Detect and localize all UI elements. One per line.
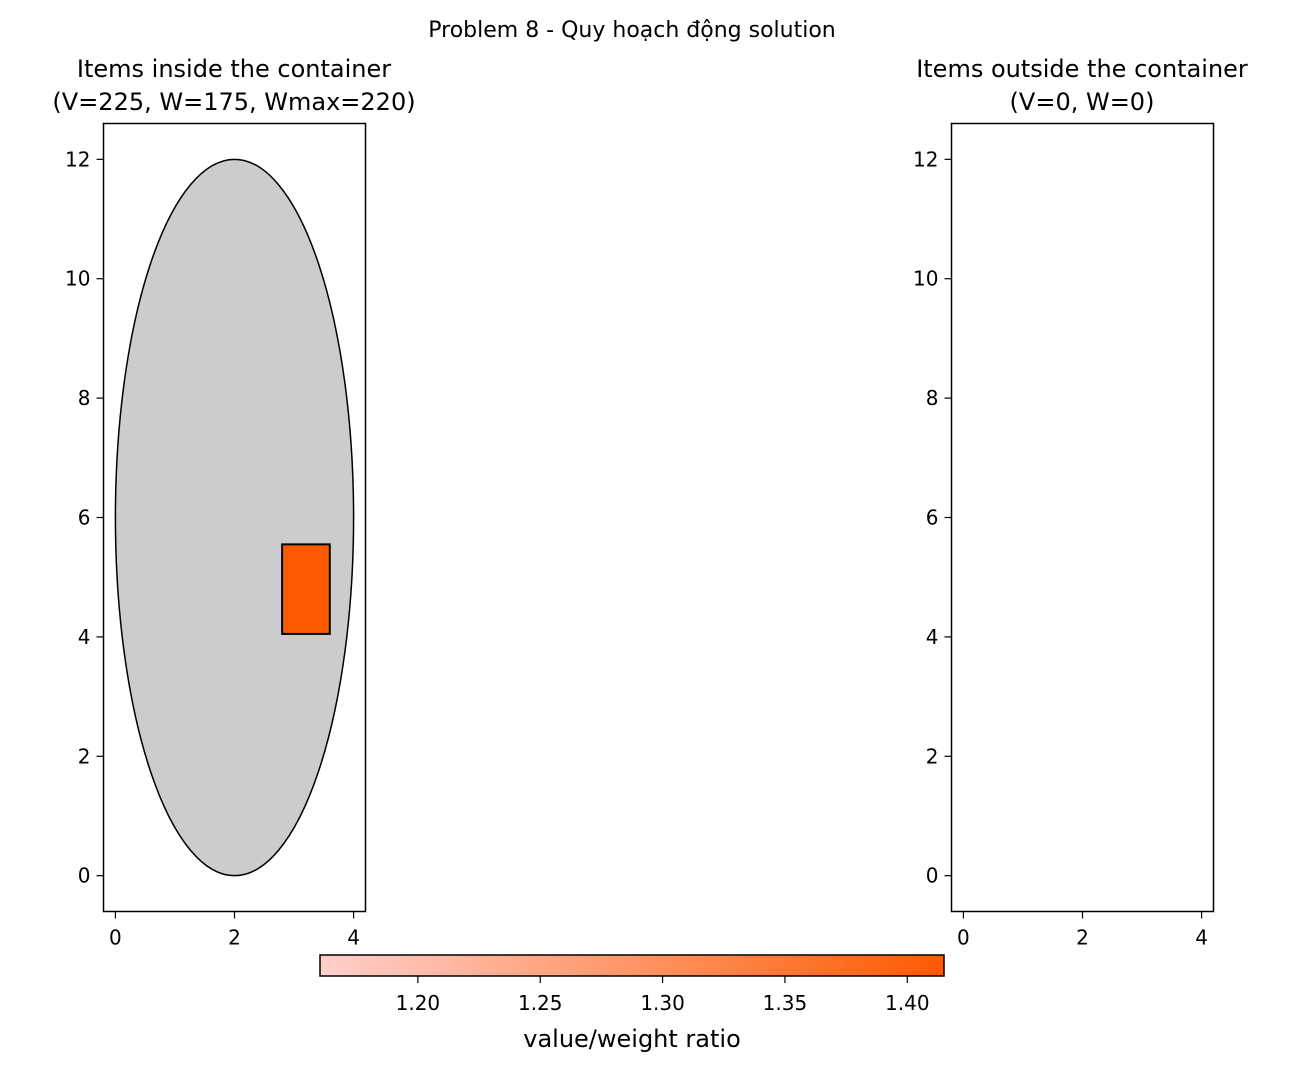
colorbar-tick-label: 1.35 bbox=[763, 991, 808, 1015]
panel-inside-x-axis: 0 2 4 bbox=[109, 911, 360, 950]
colorbar-ticks: 1.20 1.25 1.30 1.35 1.40 bbox=[396, 976, 930, 1015]
x-tick-label: 0 bbox=[957, 926, 970, 950]
item-rect bbox=[281, 543, 331, 635]
x-tick-label: 2 bbox=[1076, 926, 1089, 950]
y-tick-label: 8 bbox=[78, 386, 91, 410]
y-tick-label: 6 bbox=[78, 506, 91, 530]
container-ellipse bbox=[114, 158, 355, 877]
panel-outside-y-axis: 0 2 4 6 8 10 12 bbox=[913, 147, 952, 888]
colorbar-label: value/weight ratio bbox=[523, 1025, 741, 1053]
y-tick-label: 4 bbox=[78, 625, 91, 649]
colorbar-tick-label: 1.25 bbox=[518, 991, 563, 1015]
x-tick-label: 4 bbox=[347, 926, 360, 950]
colorbar-gradient bbox=[319, 954, 945, 977]
y-tick-label: 4 bbox=[926, 625, 939, 649]
panel-inside-y-axis: 0 2 4 6 8 10 12 bbox=[65, 147, 104, 888]
panel-inside: Items inside the container (V=225, W=175… bbox=[52, 55, 415, 950]
x-tick-label: 2 bbox=[228, 926, 241, 950]
panel-outside-frame bbox=[950, 122, 1215, 913]
colorbar-tick-label: 1.40 bbox=[885, 991, 930, 1015]
y-tick-label: 8 bbox=[926, 386, 939, 410]
y-tick-label: 10 bbox=[65, 267, 90, 291]
x-tick-label: 0 bbox=[109, 926, 122, 950]
y-tick-label: 2 bbox=[78, 744, 91, 768]
y-tick-label: 6 bbox=[926, 506, 939, 530]
panel-outside: Items outside the container (V=0, W=0) 0… bbox=[913, 55, 1248, 950]
panel-outside-title-line1: Items outside the container bbox=[916, 55, 1248, 83]
y-tick-label: 12 bbox=[65, 147, 90, 171]
figure-suptitle: Problem 8 - Quy hoạch động solution bbox=[428, 18, 836, 43]
colorbar: 1.20 1.25 1.30 1.35 1.40 value/weight ratio bbox=[319, 954, 945, 1053]
colorbar-tick-label: 1.30 bbox=[640, 991, 685, 1015]
y-tick-label: 12 bbox=[913, 147, 938, 171]
y-tick-label: 10 bbox=[913, 267, 938, 291]
panel-outside-title-line2: (V=0, W=0) bbox=[1010, 88, 1155, 116]
panel-outside-x-axis: 0 2 4 bbox=[957, 911, 1208, 950]
y-tick-label: 0 bbox=[78, 864, 91, 888]
panel-inside-plot-area bbox=[114, 158, 355, 877]
y-tick-label: 0 bbox=[926, 864, 939, 888]
panel-inside-title-line2: (V=225, W=175, Wmax=220) bbox=[52, 88, 415, 116]
y-tick-label: 2 bbox=[926, 744, 939, 768]
x-tick-label: 4 bbox=[1195, 926, 1208, 950]
panel-inside-title-line1: Items inside the container bbox=[77, 55, 391, 83]
colorbar-tick-label: 1.20 bbox=[396, 991, 441, 1015]
